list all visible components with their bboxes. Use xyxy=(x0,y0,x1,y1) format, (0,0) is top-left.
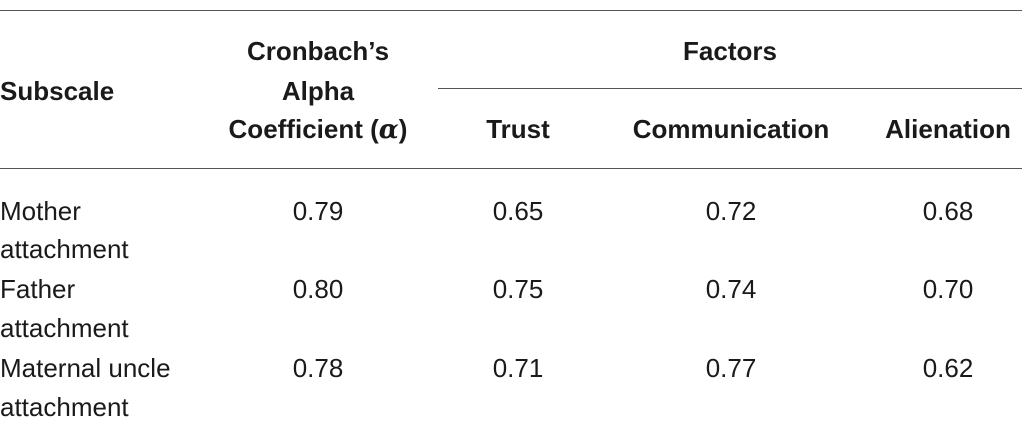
header-factors: Factors xyxy=(683,36,777,66)
row-subscale-line1: Mother xyxy=(0,196,81,226)
table-top-rule xyxy=(0,10,1022,11)
row-alpha-value: 0.78 xyxy=(292,353,344,383)
row-trust-value: 0.65 xyxy=(492,196,544,226)
row-alpha-value: 0.80 xyxy=(292,274,344,304)
row-alienation-value: 0.70 xyxy=(922,274,974,304)
header-cronbach-line2: Alpha xyxy=(281,76,355,106)
row-subscale-line1: Father xyxy=(0,274,76,304)
row-communication-value: 0.74 xyxy=(705,274,757,304)
header-alienation: Alienation xyxy=(885,114,1011,144)
row-communication-value: 0.72 xyxy=(705,196,757,226)
row-subscale-line2: attachment xyxy=(0,392,129,422)
row-communication-value: 0.77 xyxy=(705,353,757,383)
row-subscale-line1: Maternal uncle xyxy=(0,353,171,383)
header-bottom-rule xyxy=(0,168,1022,169)
row-subscale-line2: attachment xyxy=(0,313,129,343)
header-subscale: Subscale xyxy=(0,76,115,106)
header-cronbach-line3-suffix: ) xyxy=(398,114,408,144)
factors-span-rule xyxy=(438,88,1022,89)
row-trust-value: 0.75 xyxy=(492,274,544,304)
row-trust-value: 0.71 xyxy=(492,353,544,383)
header-cronbach-line1: Cronbach’s xyxy=(246,36,390,66)
header-trust: Trust xyxy=(486,114,550,144)
row-alpha-value: 0.79 xyxy=(292,196,344,226)
header-cronbach-line3-prefix: Coefficient ( xyxy=(228,114,379,144)
alpha-symbol: α xyxy=(378,115,399,145)
header-cronbach-line3: Coefficient (α) xyxy=(208,110,428,150)
row-alienation-value: 0.62 xyxy=(922,353,974,383)
row-subscale-line2: attachment xyxy=(0,234,129,264)
header-communication: Communication xyxy=(632,114,830,144)
row-alienation-value: 0.68 xyxy=(922,196,974,226)
